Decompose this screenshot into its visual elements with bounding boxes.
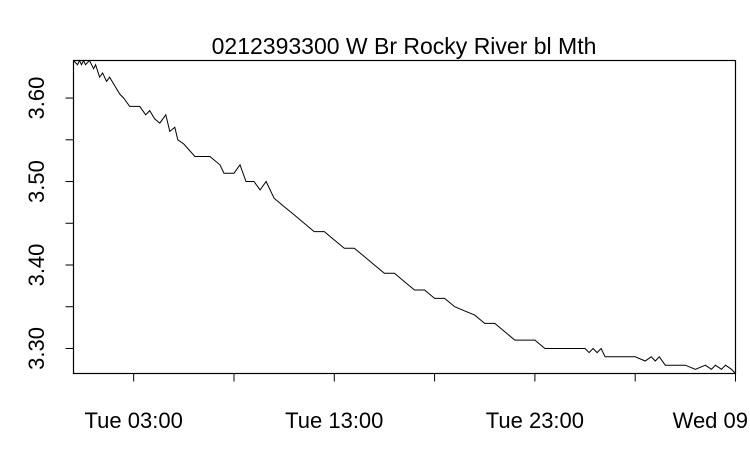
x-tick-label: Tue 13:00 <box>285 408 383 433</box>
y-tick-label: 3.60 <box>24 77 49 120</box>
x-tick-label: Tue 23:00 <box>486 408 584 433</box>
series-line <box>73 59 736 374</box>
y-tick-label: 3.40 <box>24 244 49 287</box>
y-axis: 3.30 3.40 3.50 3.60 <box>24 77 74 370</box>
x-tick-label: Wed 09 <box>673 408 748 433</box>
x-tick-label: Tue 03:00 <box>85 408 183 433</box>
plot-area <box>72 59 737 375</box>
x-axis: Tue 03:00 Tue 13:00 Tue 23:00 Wed 09 <box>85 373 748 433</box>
chart-title: 0212393300 W Br Rocky River bl Mth <box>212 33 597 59</box>
y-tick-label: 3.30 <box>24 327 49 370</box>
y-tick-label: 3.50 <box>24 160 49 203</box>
